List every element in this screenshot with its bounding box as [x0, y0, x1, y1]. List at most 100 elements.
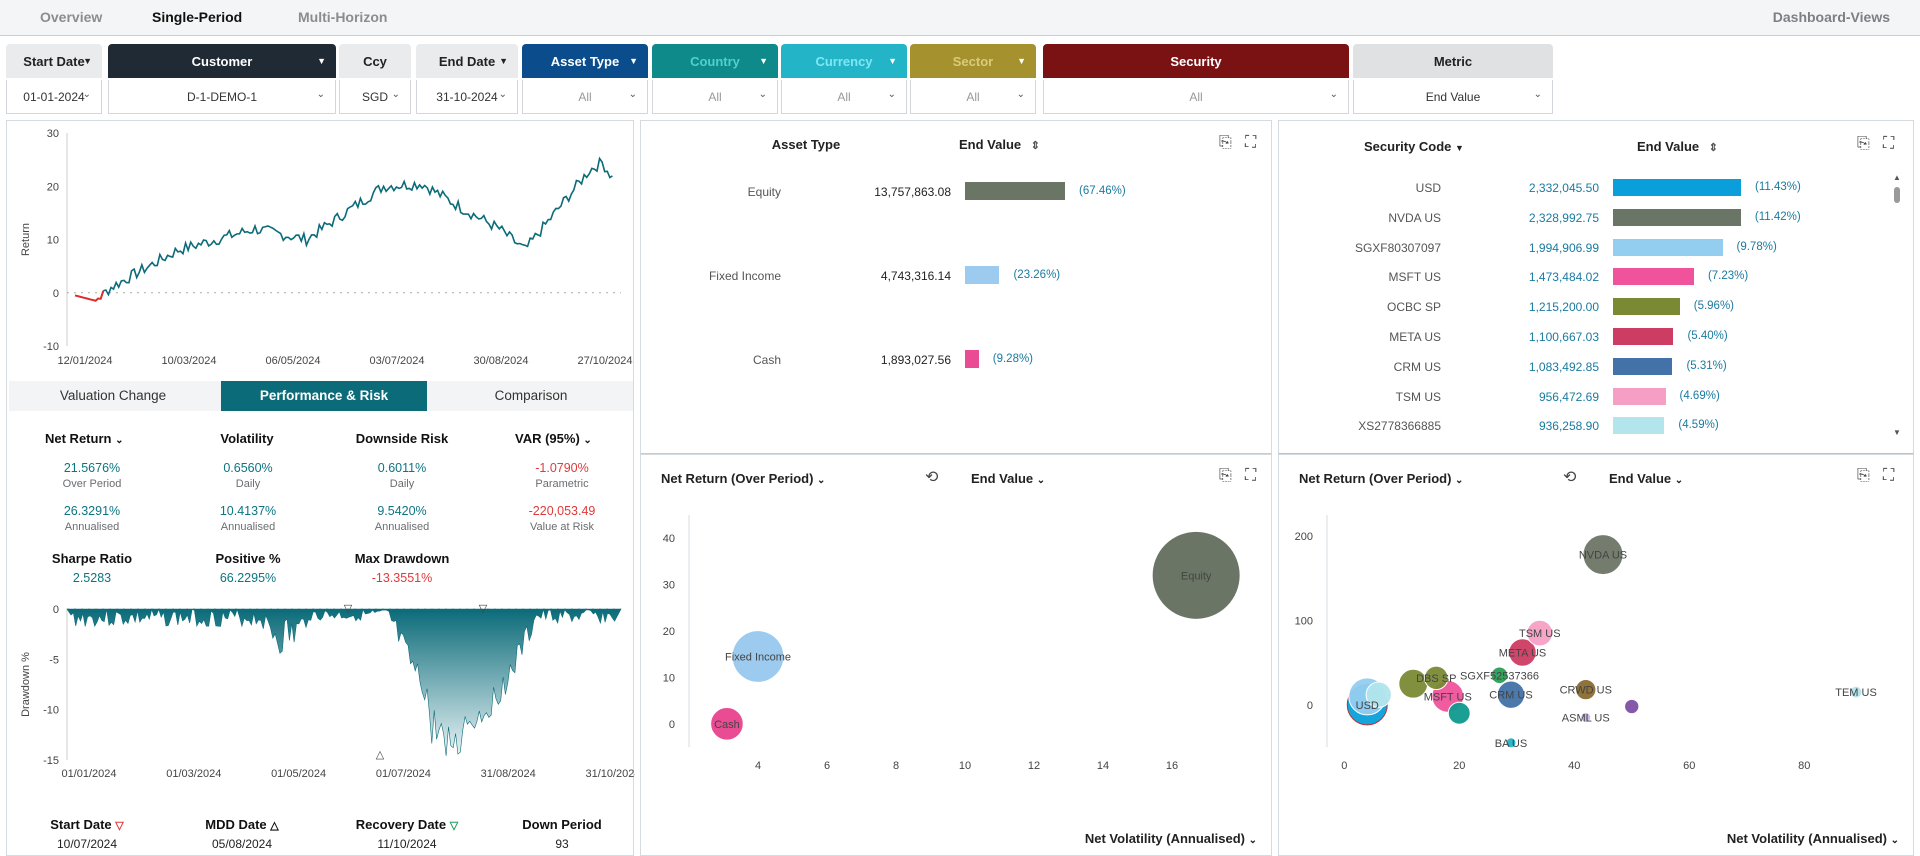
security-code-col-header[interactable]: Security Code ▼	[1364, 139, 1464, 154]
security-row-value: 2,328,992.75	[1528, 210, 1599, 225]
bubble-label: CRWD US	[1560, 685, 1612, 697]
export-icon[interactable]: ⎘	[1857, 135, 1870, 152]
y-metric-selector[interactable]: Net Return (Over Period) ⌄	[1299, 471, 1464, 486]
security-row-bar	[1613, 268, 1694, 286]
fullscreen-icon[interactable]: ⛶	[1245, 467, 1257, 484]
filter-5-header[interactable]: Country ▼	[652, 44, 778, 78]
tab-single-period[interactable]: Single-Period	[152, 9, 243, 25]
filter-3-header[interactable]: End Date ▼	[416, 44, 518, 78]
x-tick-label: 8	[893, 760, 899, 772]
subtab-valuation-change[interactable]: Valuation Change	[59, 388, 167, 403]
y-tick-label: 0	[53, 288, 59, 300]
bubble-label: Cash	[714, 719, 740, 731]
x-tick-label: 14	[1097, 760, 1109, 772]
scrollbar[interactable]: ▲ ▼	[1893, 173, 1901, 437]
security-row-bar	[1613, 357, 1673, 375]
fullscreen-icon[interactable]: ⛶	[1245, 134, 1257, 151]
bubble-label: META US	[1499, 648, 1546, 660]
caret-down-icon: ▼	[499, 56, 508, 66]
security-row-pct: (9.78%)	[1736, 240, 1777, 253]
bubble-cash	[710, 706, 744, 741]
filter-0-value[interactable]: 01-01-2024 ⌄	[6, 80, 102, 114]
var-selector[interactable]: VAR (95%) ⌄	[515, 431, 592, 446]
filter-8-value[interactable]: All ⌄	[1043, 80, 1349, 114]
bubble-label: Fixed Income	[725, 652, 791, 664]
filter-label: Currency	[815, 53, 873, 69]
filter-value-text: All	[578, 89, 592, 104]
filter-label: Start Date	[23, 53, 85, 69]
fullscreen-icon[interactable]: ⛶	[1883, 135, 1895, 152]
filter-label: Country	[690, 53, 740, 69]
dashboard-views-link[interactable]: Dashboard-Views	[1772, 9, 1890, 25]
security-end-value-col-header[interactable]: End Value ⇕	[1637, 139, 1718, 154]
size-metric-selector[interactable]: End Value ⌄	[971, 471, 1046, 486]
bubble-label: SGXF52537366	[1460, 670, 1539, 682]
filter-7-header[interactable]: Sector ▼	[910, 44, 1036, 78]
recovery-marker: ▽	[479, 603, 488, 615]
x-tick-label: 10	[959, 760, 971, 772]
volatility-daily-label: Daily	[235, 478, 261, 490]
export-icon[interactable]: ⎘	[1219, 134, 1232, 151]
security-row-bar	[1613, 328, 1674, 345]
filter-2-value[interactable]: SGD ⌄	[339, 80, 411, 114]
filter-8-header[interactable]: Security	[1043, 44, 1349, 78]
filter-3-value[interactable]: 31-10-2024 ⌄	[416, 80, 518, 114]
filter-4-header[interactable]: Asset Type ▼	[522, 44, 648, 78]
security-row-pct: (5.40%)	[1687, 330, 1728, 342]
bubble-unlabeled	[1624, 698, 1640, 715]
y-tick-label: -15	[43, 755, 59, 767]
asset-row-value: 4,743,316.14	[880, 269, 951, 283]
downside-daily: 0.6011%	[377, 461, 427, 475]
caret-down-icon: ▼	[629, 56, 638, 66]
subtab-performance-risk[interactable]: Performance & Risk	[221, 381, 427, 411]
swap-icon[interactable]: ⟲	[925, 469, 939, 486]
filter-1-header[interactable]: Customer ▼	[108, 44, 336, 78]
security-row-pct: (11.43%)	[1755, 181, 1801, 193]
filter-4-value[interactable]: All ⌄	[522, 80, 648, 114]
filter-2-header[interactable]: Ccy	[339, 44, 411, 78]
filter-9-header[interactable]: Metric	[1353, 44, 1553, 78]
asset-row-value: 13,757,863.08	[874, 185, 951, 199]
asset-row-pct: (23.26%)	[1013, 269, 1061, 281]
mdd-marker: △	[376, 749, 385, 761]
y-metric-selector[interactable]: Net Return (Over Period) ⌄	[661, 471, 826, 486]
asset-row-bar	[965, 266, 1000, 284]
asset-row-pct: (9.28%)	[992, 353, 1034, 365]
filter-label: Sector	[952, 53, 994, 69]
security-row-value: 1,473,484.02	[1528, 270, 1599, 285]
filter-value-text: SGD	[361, 89, 388, 104]
filter-5-value[interactable]: All ⌄	[652, 80, 778, 114]
downside-daily-label: Daily	[389, 478, 415, 490]
bubble-sgxf52537366	[1490, 666, 1509, 685]
security-bubble-chart: 0 100 200 0 20 40 60 80 USD NVDA US MSFT US META US…	[1295, 515, 1877, 772]
filter-0-header[interactable]: Start Date ▼	[6, 44, 102, 78]
filter-1-value[interactable]: D-1-DEMO-1 ⌄	[108, 80, 336, 114]
tab-overview[interactable]: Overview	[40, 9, 103, 25]
y-tick-label: 10	[663, 672, 675, 684]
fullscreen-icon[interactable]: ⛶	[1883, 467, 1895, 484]
x-metric-selector[interactable]: Net Volatility (Annualised) ⌄	[1084, 831, 1257, 846]
y-tick-label: -10	[43, 341, 59, 353]
net-return-selector[interactable]: Net Return ⌄	[45, 431, 124, 446]
swap-icon[interactable]: ⟲	[1563, 469, 1577, 486]
x-tick-label: 0	[1341, 760, 1347, 772]
filter-value-text: D-1-DEMO-1	[186, 89, 257, 104]
end-value-col-header[interactable]: End Value ⇕	[959, 137, 1040, 152]
recovery-date-value: 11/10/2024	[377, 837, 437, 851]
filter-6-value[interactable]: All ⌄	[781, 80, 907, 114]
filter-6-header[interactable]: Currency ▼	[781, 44, 907, 78]
export-icon[interactable]: ⎘	[1219, 467, 1232, 484]
x-metric-selector[interactable]: Net Volatility (Annualised) ⌄	[1726, 831, 1899, 846]
filter-value-text: End Value	[1425, 89, 1481, 104]
export-icon[interactable]: ⎘	[1857, 467, 1870, 484]
filter-value-text: 01-01-2024	[23, 89, 85, 104]
filter-9-value[interactable]: End Value ⌄	[1353, 80, 1553, 114]
subtab-comparison[interactable]: Comparison	[494, 388, 568, 403]
chevron-down-icon: ⌄	[1329, 89, 1338, 100]
size-metric-selector[interactable]: End Value ⌄	[1609, 471, 1684, 486]
filter-7-value[interactable]: All ⌄	[910, 80, 1036, 114]
security-row-value: 1,100,667.03	[1528, 330, 1599, 344]
security-row-pct: (5.31%)	[1686, 359, 1727, 372]
tab-multi-horizon[interactable]: Multi-Horizon	[298, 9, 388, 25]
filter-label: Customer	[191, 53, 253, 69]
